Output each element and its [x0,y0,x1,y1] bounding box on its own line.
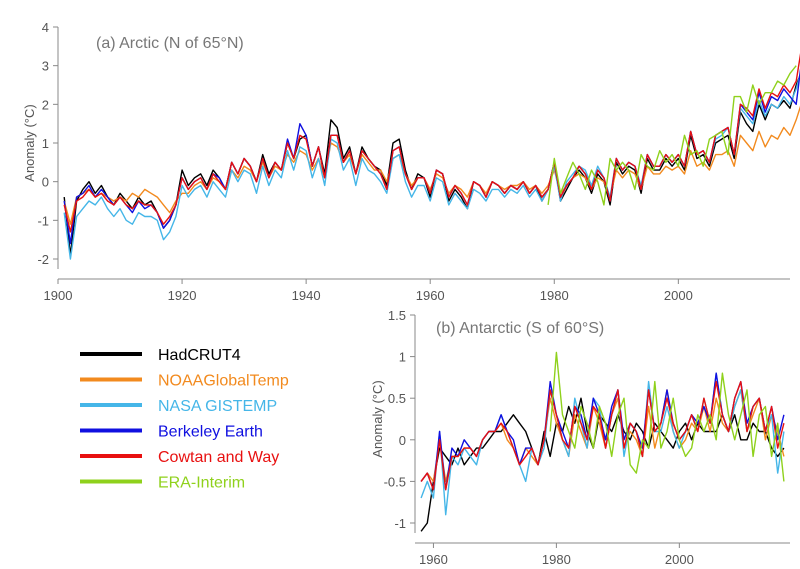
series-group [420,351,785,532]
y-tick-label: 4 [42,20,49,35]
y-axis-title: Anomaly (°C) [22,104,37,181]
series-group [63,53,800,260]
y-axis-title: Anomaly (°C) [370,380,385,457]
y-tick-label: 0 [42,175,49,190]
x-tick-label: 1940 [292,288,321,303]
legend-item: Berkeley Earth [80,424,263,441]
legend-label: Cowtan and Way [158,449,279,466]
x-tick-label: 1900 [44,288,73,303]
y-tick-label: 2 [42,97,49,112]
legend-item: Cowtan and Way [80,449,279,466]
panel-title: (b) Antarctic (S of 60°S) [436,320,604,337]
x-tick-label: 1920 [168,288,197,303]
x-tick-label: 1980 [540,288,569,303]
x-tick-label: 1960 [416,288,445,303]
series-line-cowtan-and-way [420,380,785,491]
panel-title: (a) Arctic (N of 65°N) [96,35,244,52]
legend-item: NOAAGlobalTemp [80,373,289,390]
arctic-panel: -2 -1 0 1 2 3 4 1900 1920 1940 1960 1980 2000 Anomaly… [22,20,800,303]
y-tick-label: -0.5 [384,474,406,489]
y-tick-label: 1 [42,136,49,151]
legend-item: HadCRUT4 [80,347,241,364]
series-line-noaaglobaltemp [420,389,785,483]
legend-label: NOAAGlobalTemp [158,373,289,390]
legend-item: ERA-Interim [80,475,245,492]
y-tick-label: -1 [394,516,406,531]
y-tick-label: 1 [399,350,406,365]
series-line-hadcrut4 [63,73,800,256]
y-tick-label: 0 [399,433,406,448]
series-line-cowtan-and-way [63,53,800,233]
y-tick-label: 1.5 [388,308,406,323]
y-tick-label: -2 [37,252,49,267]
y-tick-label: 0.5 [388,391,406,406]
y-tick-label: 3 [42,59,49,74]
legend-label: ERA-Interim [158,475,245,492]
series-line-nasa-gistemp [63,71,800,260]
legend-item: NASA GISTEMP [80,398,277,415]
x-tick-label: 2000 [664,288,693,303]
legend-label: NASA GISTEMP [158,398,277,415]
x-tick-label: 1980 [542,552,571,567]
series-line-era-interim [547,65,797,206]
series-line-era-interim [549,351,785,482]
x-tick-label: 1960 [419,552,448,567]
series-line-nasa-gistemp [420,372,785,516]
series-line-berkeley-earth [63,67,800,245]
x-tick-label: 2000 [665,552,694,567]
antarctic-panel: -1 -0.5 0 0.5 1 1.5 1960 1980 2000 Anomaly (°C) (b… [370,308,790,567]
legend-label: HadCRUT4 [158,347,241,364]
y-tick-label: -1 [37,213,49,228]
legend: HadCRUT4 NOAAGlobalTemp NASA GISTEMP Berkel… [80,347,289,492]
series-line-noaaglobaltemp [63,105,800,225]
legend-label: Berkeley Earth [158,424,263,441]
